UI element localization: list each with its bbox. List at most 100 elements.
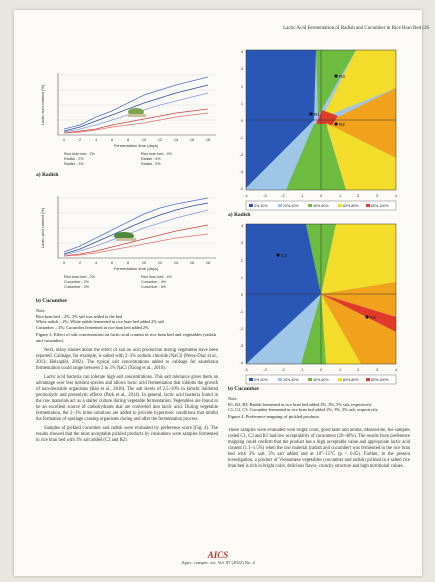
map-cucumber-points: C3 C2 <box>276 253 376 320</box>
data-point <box>276 253 280 257</box>
x-tick: 4 <box>95 261 97 265</box>
x-tick: 1 <box>339 368 341 372</box>
legend-entry: 60%-80% <box>343 378 359 382</box>
series-line <box>63 197 209 253</box>
x-tick: -2 <box>281 368 284 372</box>
point-label: R1 <box>314 112 320 117</box>
map-cucumber-xticks: -4 -3 -2 -1 0 1 2 3 4 <box>244 368 397 372</box>
map-radish-points: R3 R1 R2 <box>309 74 345 127</box>
right-body-text: These samples were evaluated with bright… <box>228 428 410 503</box>
y-tick: -1 <box>240 136 243 140</box>
x-tick: 4 <box>395 368 397 372</box>
y-tick: 3 <box>241 241 243 245</box>
journal-citation: Agric. conspec. sci. Vol. 87 (2022) No. … <box>181 560 255 565</box>
x-tick: 1 <box>339 194 341 198</box>
chart-cucumber-image <box>114 232 136 241</box>
x-tick: 8 <box>127 138 129 142</box>
x-tick: 0 <box>63 138 65 142</box>
legend-entry: 40%-60% <box>313 378 329 382</box>
x-tick: -3 <box>263 194 266 198</box>
map-cucumber-yticks: 4 3 2 1 0 -1 -2 -3 -4 <box>240 224 243 365</box>
y-tick: 0 <box>241 119 243 123</box>
series-line <box>63 202 209 255</box>
data-point <box>334 122 338 126</box>
point-label: R2 <box>339 122 345 127</box>
legend-entry: 80%-100% <box>371 378 389 382</box>
x-tick: 4 <box>395 194 397 198</box>
series-line <box>63 233 209 257</box>
note-line: C1, C2, C3: Cucumber fermented in rice b… <box>228 407 378 412</box>
x-tick: 12 <box>158 261 162 265</box>
point-label: C3 <box>281 253 287 258</box>
map-radish-yticks: 4 3 2 1 0 -1 -2 -3 -4 <box>240 50 243 191</box>
chart-cucumber: Lactic acid content (%) 0 2 4 6 8 10 12 … <box>40 196 216 289</box>
x-tick: 14 <box>174 138 178 142</box>
x-tick: 18 <box>206 261 210 265</box>
map-radish-xticks: -4 -3 -2 -1 0 1 2 3 4 <box>244 194 397 198</box>
chart-cucumber-axes <box>57 196 216 259</box>
chart-radish-ylabel: Lactic acid content (%) <box>40 84 45 125</box>
y-tick: -4 <box>240 361 243 365</box>
right-notes: Note: R1, R2, R3: Radish fermented in ri… <box>228 396 410 413</box>
chart-radish-axes <box>57 73 216 136</box>
x-tick: 14 <box>174 261 178 265</box>
y-tick: -2 <box>240 327 243 331</box>
footer: AICS Agric. conspec. sci. Vol. 87 (2022)… <box>14 550 422 565</box>
legend-entry: 0%-20% <box>254 378 268 382</box>
x-tick: 4 <box>95 138 97 142</box>
x-tick: 16 <box>190 261 194 265</box>
x-tick: 18 <box>206 138 210 142</box>
note-line: R1, R2, R3: Radish fermented in rice bra… <box>228 401 372 407</box>
chart-cucumber-legend: Rice bran bed - 2% Rice bran bed - 4% Cu… <box>64 275 173 289</box>
legend-entry: Rice bran bed - 2% <box>64 275 96 279</box>
x-tick: 10 <box>142 138 146 142</box>
chart-radish-legend: Rice bran bed - 2% Rice bran bed - 4% Ra… <box>64 152 173 166</box>
legend-entry: 80%-100% <box>371 204 389 208</box>
x-tick: 10 <box>142 261 146 265</box>
legend-entry: Radish - 2% <box>64 157 84 161</box>
paragraph: These samples were evaluated with bright… <box>228 428 410 469</box>
x-tick: 0 <box>63 261 65 265</box>
y-tick: 1 <box>241 276 243 280</box>
journal-logo: AICS <box>207 550 229 560</box>
y-tick: 4 <box>241 50 243 54</box>
panel-label-map-radish: a) Radish <box>228 212 251 218</box>
legend-entry: Radish - 3% <box>64 162 84 166</box>
chart-cucumber-xticks: 0 2 4 6 8 10 12 14 16 18 <box>63 261 210 265</box>
x-tick: 16 <box>190 138 194 142</box>
y-tick: 0 <box>241 293 243 297</box>
legend-entry: 40%-60% <box>313 204 329 208</box>
chart-radish: Lactic acid content (%) 0 2 4 6 8 10 12 … <box>40 73 216 166</box>
panel-label-radish: a) Radish <box>36 172 59 178</box>
panel-label-cucumber: b) Cucumber <box>36 298 68 304</box>
legend-entry: 0%-20% <box>254 204 268 208</box>
chart-radish-xlabel: Fermentation time (days) <box>114 143 159 148</box>
preference-map-cucumber: C3 C2 4 3 2 1 0 -1 -2 -3 -4 -4 -3 -2 -1 … <box>240 223 397 385</box>
legend-entry: Rice bran bed - 4% <box>141 152 173 156</box>
x-tick: 8 <box>127 261 129 265</box>
figure-3-caption: Figure 3. Effect of salt concentration o… <box>36 332 216 343</box>
map-radish-legend: 0%-20% 20%-40% 40%-60% 60%-80% 80%-100% <box>245 200 397 211</box>
x-tick: 3 <box>376 194 378 198</box>
panel-label-map-cucumber: b) Cucumber <box>228 386 260 392</box>
paragraph: Lactic acid bacteria can tolerate high s… <box>36 375 218 422</box>
paper-page: Lactic Acid Fermentation of Radish and C… <box>14 10 429 576</box>
point-label: C2 <box>370 315 376 320</box>
note-line: Rice bran bed – 2%, 3% salt was added to… <box>36 313 122 319</box>
x-tick: 2 <box>79 261 81 265</box>
legend-entry: 20%-40% <box>283 204 299 208</box>
note-line: Cucumber – 2%: Cucumber fermented in ric… <box>36 324 149 330</box>
legend-entry: Rice bran bed - 4% <box>141 275 173 279</box>
note-line: Note: <box>36 308 46 313</box>
legend-entry: 20%-40% <box>283 378 299 382</box>
y-tick: 2 <box>241 259 243 263</box>
y-tick: 4 <box>241 224 243 228</box>
map-cucumber-axes <box>245 223 397 365</box>
figure-4-caption: Figure 4. Preference mapping of pickled … <box>228 414 320 419</box>
x-tick: 6 <box>111 261 113 265</box>
x-tick: 12 <box>158 138 162 142</box>
note-line: White radish – 2%: White radish fermente… <box>36 319 164 324</box>
series-line <box>63 112 209 134</box>
preference-map-radish: R3 R1 R2 4 3 2 1 0 -1 -2 -3 -4 -4 -3 -2 … <box>240 49 397 211</box>
chart-cucumber-grid <box>58 197 216 244</box>
